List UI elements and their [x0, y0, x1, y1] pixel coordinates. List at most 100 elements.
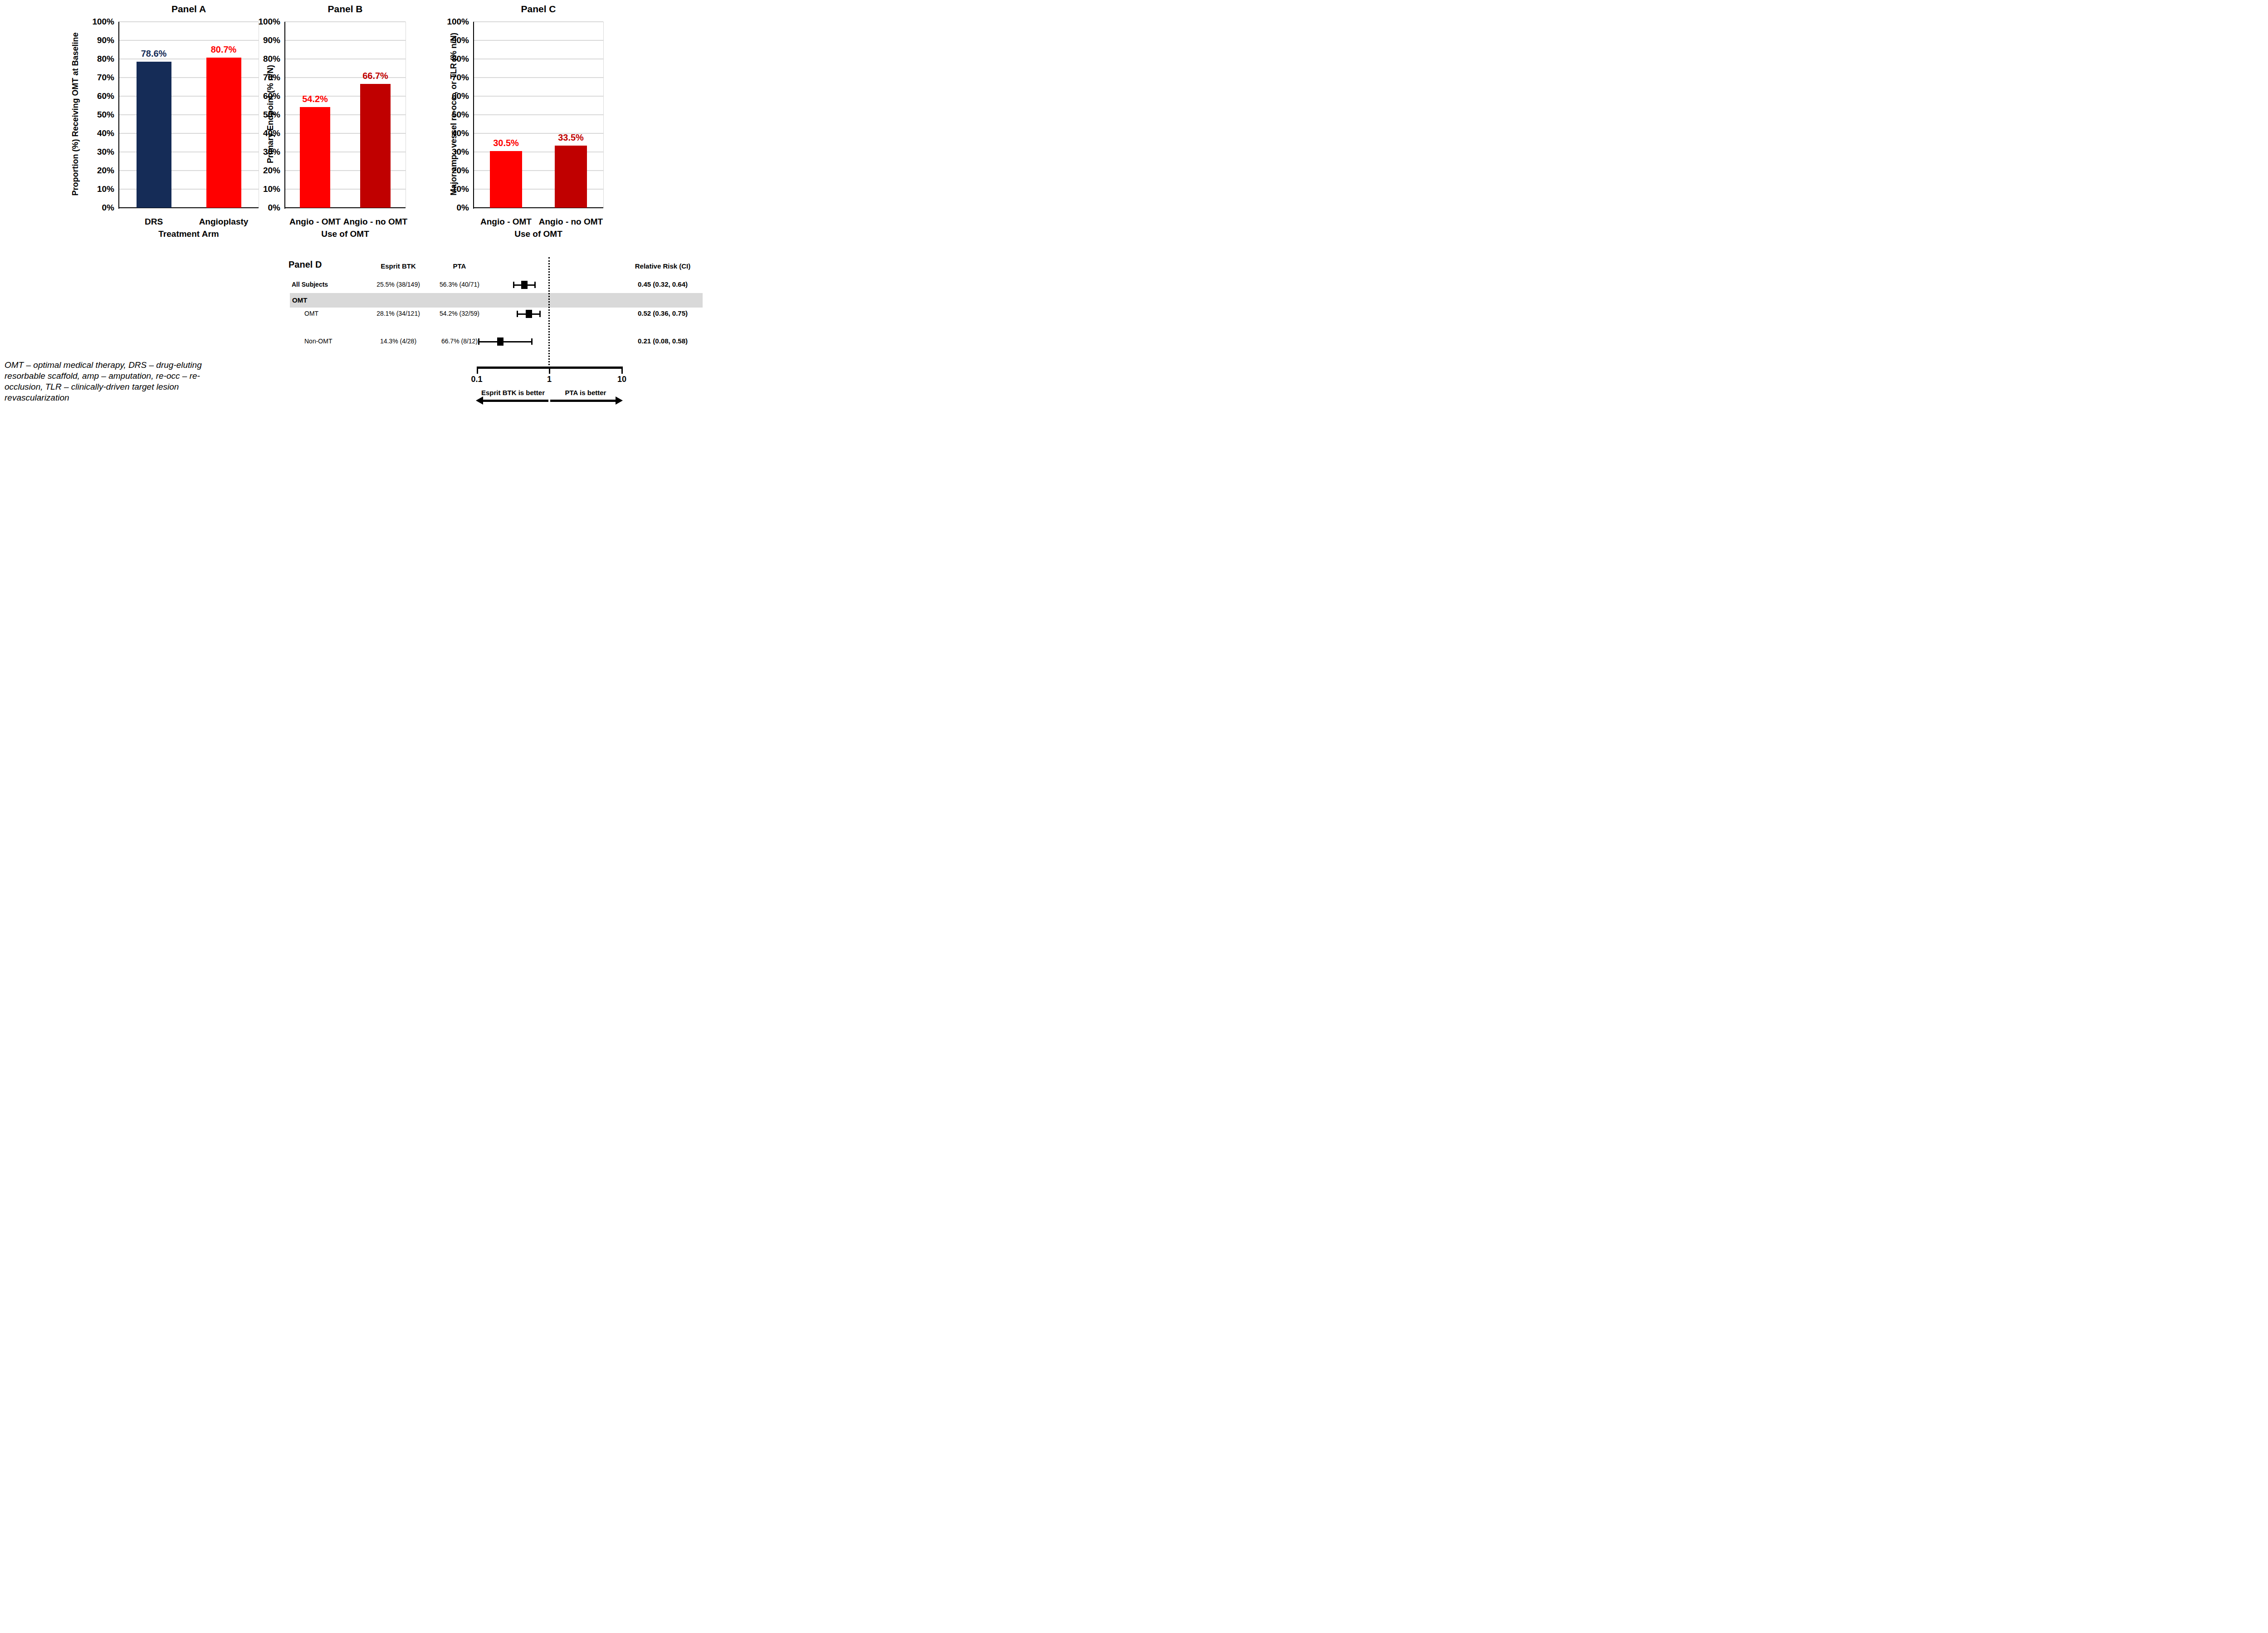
- panel-a-ytick-3: 30%: [84, 147, 114, 157]
- panel-a-ytick-0: 0%: [84, 203, 114, 213]
- panel-b-ytick-1: 10%: [250, 184, 280, 194]
- panel-b-ytick-5: 50%: [250, 110, 280, 120]
- bar-angio-omt: [300, 107, 330, 208]
- panel-c-ytick-1: 10%: [439, 184, 469, 194]
- panel-b-ytick-4: 40%: [250, 128, 280, 138]
- reference-line: [548, 257, 550, 368]
- panel-c-ytick-2: 20%: [439, 166, 469, 176]
- column-header-relative-risk: Relative Risk (CI): [615, 262, 710, 270]
- bar-angio-omt: [490, 151, 523, 208]
- panel-a-category-label-0: DRS: [113, 217, 195, 227]
- panel-a-value-label-1: 80.7%: [196, 44, 251, 55]
- pta-better-note: PTA is better: [540, 389, 631, 396]
- omt-section-label: OMT: [292, 296, 347, 304]
- panel-b-x-axis-label: Use of OMT: [295, 229, 395, 239]
- relative-risk-value: 0.52 (0.36, 0.75): [615, 309, 710, 317]
- panel-a-category-label-1: Angioplasty: [183, 217, 264, 227]
- panel-c-gridline-10: [474, 21, 603, 22]
- panel-b-ytick-3: 30%: [250, 147, 280, 157]
- ci-cap-left: [478, 338, 479, 345]
- axis-tick-min: [477, 367, 478, 374]
- panel-c-ytick-10: 100%: [439, 17, 469, 27]
- ci-cap-right: [531, 338, 533, 345]
- left-arrow-head-icon: [476, 396, 483, 405]
- footnote: OMT – optimal medical therapy, DRS – dru…: [5, 360, 210, 403]
- ci-cap-right: [539, 311, 541, 317]
- bar-angio-no-omt: [360, 84, 391, 208]
- panel-c-ytick-6: 60%: [439, 91, 469, 101]
- panel-c-ytick-8: 80%: [439, 54, 469, 64]
- panel-c-title: Panel C: [479, 4, 597, 15]
- ci-line: [479, 341, 532, 342]
- rr-square-marker: [521, 281, 528, 289]
- panel-c-plot-right-border: [603, 22, 604, 208]
- pta-value: 56.3% (40/71): [423, 281, 496, 288]
- bar-angio-no-omt: [555, 146, 587, 208]
- panel-b-ytick-6: 60%: [250, 91, 280, 101]
- panel-c-ytick-9: 90%: [439, 35, 469, 45]
- panel-b-ytick-7: 70%: [250, 73, 280, 83]
- panel-a-y-axis: [118, 22, 119, 209]
- relative-risk-value: 0.21 (0.08, 0.58): [615, 337, 710, 345]
- panel-b-gridline-9: [285, 40, 406, 41]
- column-header-pta: PTA: [432, 262, 487, 270]
- rr-square-marker: [497, 337, 503, 346]
- panel-a-ytick-10: 100%: [84, 17, 114, 27]
- panel-b-gridline-10: [285, 21, 406, 22]
- panel-c-ytick-3: 30%: [439, 147, 469, 157]
- relative-risk-value: 0.45 (0.32, 0.64): [615, 280, 710, 288]
- figure-canvas: Panel A Proportion (%) Receiving OMT at B…: [0, 0, 727, 408]
- panel-b-ytick-8: 80%: [250, 54, 280, 64]
- panel-c-gridline-9: [474, 40, 603, 41]
- panel-c-ytick-7: 70%: [439, 73, 469, 83]
- panel-a-ytick-4: 40%: [84, 128, 114, 138]
- panel-b-value-label-1: 66.7%: [348, 71, 403, 81]
- panel-c-ytick-4: 40%: [439, 128, 469, 138]
- ci-cap-left: [513, 282, 514, 288]
- panel-a-ytick-9: 90%: [84, 35, 114, 45]
- panel-c-gridline-7: [474, 77, 603, 78]
- panel-a-x-axis-label: Treatment Arm: [139, 229, 239, 239]
- panel-c-y-axis: [473, 22, 474, 209]
- panel-b-ytick-0: 0%: [250, 203, 280, 213]
- panel-a-ytick-8: 80%: [84, 54, 114, 64]
- panel-a-gridline-9: [119, 40, 259, 41]
- right-arrow-head-icon: [616, 396, 623, 405]
- axis-label-10: 10: [608, 375, 635, 384]
- panel-b-value-label-0: 54.2%: [288, 94, 342, 104]
- panel-c-category-label-1: Angio - no OMT: [530, 217, 612, 227]
- panel-c-ytick-0: 0%: [439, 203, 469, 213]
- panel-c-gridline-6: [474, 96, 603, 97]
- axis-tick-max: [621, 367, 623, 374]
- panel-a-ytick-1: 10%: [84, 184, 114, 194]
- panel-b-category-label-1: Angio - no OMT: [335, 217, 416, 227]
- column-header-esprit-btk: Esprit BTK: [362, 262, 435, 270]
- bar-drs: [137, 62, 171, 208]
- panel-b-title: Panel B: [286, 4, 404, 15]
- bar-angioplasty: [206, 58, 241, 208]
- left-arrow-shaft: [482, 400, 548, 402]
- panel-a-title: Panel A: [130, 4, 248, 15]
- panel-c-gridline-5: [474, 114, 603, 115]
- panel-a-gridline-10: [119, 21, 259, 22]
- omt-section-band: [290, 293, 703, 308]
- panel-b-y-axis: [284, 22, 285, 209]
- panel-c-value-label-1: 33.5%: [544, 132, 598, 143]
- rr-square-marker: [526, 310, 532, 318]
- panel-c-x-axis-label: Use of OMT: [489, 229, 588, 239]
- panel-a-ytick-2: 20%: [84, 166, 114, 176]
- ci-cap-right: [534, 282, 536, 288]
- panel-a-value-label-0: 78.6%: [127, 49, 181, 59]
- ci-cap-left: [517, 311, 518, 317]
- panel-b-ytick-2: 20%: [250, 166, 280, 176]
- row-label: All Subjects: [292, 281, 364, 288]
- axis-label-1: 1: [536, 375, 563, 384]
- panel-a-ytick-7: 70%: [84, 73, 114, 83]
- panel-c-value-label-0: 30.5%: [479, 138, 533, 148]
- right-arrow-shaft: [550, 400, 616, 402]
- panel-a-y-axis-label: Proportion (%) Receiving OMT at Baseline: [71, 0, 80, 232]
- panel-c-ytick-5: 50%: [439, 110, 469, 120]
- panel-b-ytick-10: 100%: [250, 17, 280, 27]
- panel-d-title: Panel D: [288, 259, 361, 270]
- panel-a-ytick-6: 60%: [84, 91, 114, 101]
